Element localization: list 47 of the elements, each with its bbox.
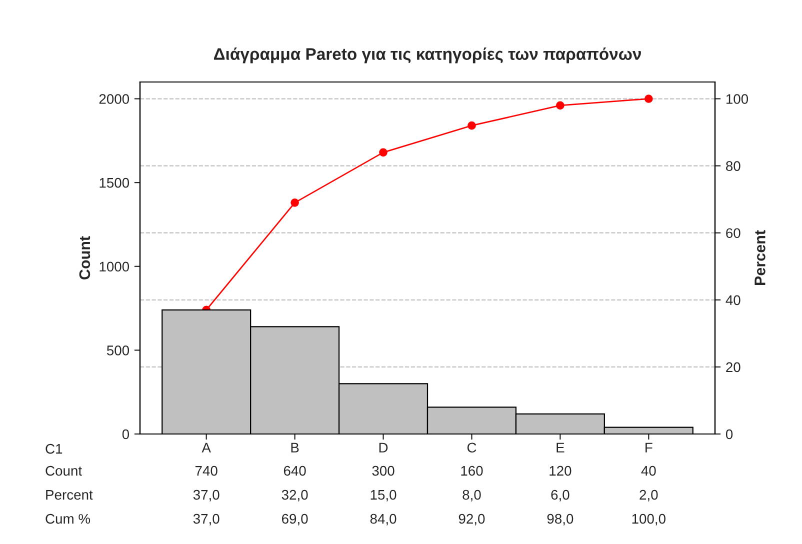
y2-tick-label: 60 (726, 228, 740, 238)
point (556, 101, 564, 110)
text: 37,0 (193, 490, 220, 502)
x-tick-label: B (291, 442, 299, 452)
x-tick-label: E (556, 442, 564, 452)
x-axis-title: C1 (46, 444, 62, 454)
y2-axis-title: Percent (754, 230, 766, 285)
text: 8,0 (462, 490, 481, 502)
data-label: 40 (641, 466, 656, 476)
point (468, 121, 476, 130)
x-tick-label: F (646, 442, 652, 452)
text: 32,0 (282, 490, 308, 502)
y2-tick-label: 40 (726, 295, 740, 306)
text: Percent (46, 490, 93, 500)
y-tick-label: 0 (122, 429, 130, 440)
data-label: 160 (461, 466, 483, 476)
data-label: 100,0 (632, 514, 666, 526)
text: Count (46, 466, 82, 476)
point (379, 148, 388, 157)
y-tick-label: 2000 (99, 94, 130, 104)
text: 6,0 (551, 490, 570, 502)
text: Cum % (46, 514, 90, 524)
x-tick-label: D (379, 442, 388, 452)
data-label: 120 (550, 466, 572, 476)
y-tick-label: 1500 (100, 178, 130, 188)
x-tick-label: C (467, 442, 476, 453)
y-tick-label: 1000 (100, 262, 130, 272)
text: 15,0 (370, 490, 396, 502)
y-tick-label: 500 (106, 346, 130, 356)
x-tick-label: A (202, 442, 211, 452)
data-label: 740 (195, 466, 218, 476)
y2-tick-label: 80 (726, 161, 740, 171)
data-label: 98,0 (547, 514, 574, 526)
data-label: 300 (372, 466, 394, 476)
data-label: 92,0 (458, 514, 485, 526)
y2-tick-label: 0 (726, 429, 733, 440)
data-label: 69,0 (282, 514, 308, 526)
data-label: 640 (284, 466, 306, 476)
y2-tick-label: 20 (726, 362, 740, 372)
y-axis-title: Count (79, 236, 90, 280)
text: 2,0 (640, 490, 658, 502)
data-label: 37,0 (193, 514, 220, 526)
y2-tick-label: 100 (726, 94, 748, 104)
point (290, 198, 299, 207)
chart-title: Διάγραμμα Pareto για τις κατηγορίες των παραπόνων (214, 48, 641, 64)
point (644, 94, 653, 103)
data-label: 84,0 (370, 514, 396, 526)
